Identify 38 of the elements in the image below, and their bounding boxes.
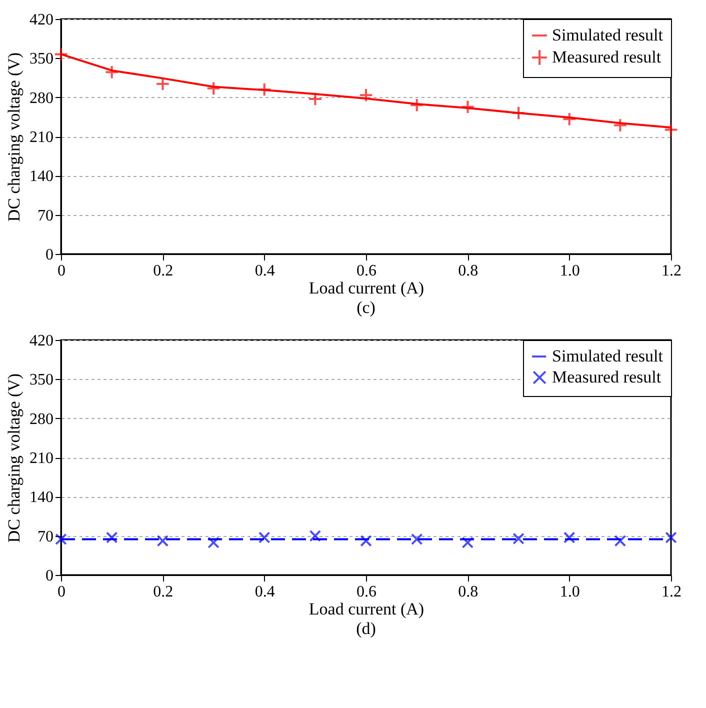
y-tick-label: 350 xyxy=(30,372,54,389)
x-tick-label: 1.0 xyxy=(560,584,580,600)
y-tick-label: 140 xyxy=(30,168,54,186)
x-tick-label: 0.8 xyxy=(458,262,478,280)
y-tick-label: 140 xyxy=(30,489,54,506)
x-axis-title: Load current (A) xyxy=(308,600,424,618)
x-tick-label: 1.2 xyxy=(662,584,682,600)
y-tick-label: 420 xyxy=(30,332,54,350)
x-tick-label: 0.2 xyxy=(153,584,174,600)
text: (c) xyxy=(356,298,376,317)
y-tick-label: 350 xyxy=(30,50,54,68)
x-tick-label: 0 xyxy=(58,262,66,280)
legend-label: Measured result xyxy=(552,368,662,386)
legend-label: Simulated result xyxy=(552,26,664,44)
y-tick-label: 280 xyxy=(30,410,54,428)
x-tick-label: 0.8 xyxy=(458,584,478,600)
y-tick-label: 0 xyxy=(46,568,54,584)
x-tick-label: 0.4 xyxy=(254,262,275,280)
x-axis-title: Load current (A) xyxy=(308,278,424,298)
x-tick-label: 1.0 xyxy=(560,262,580,280)
y-tick-label: 0 xyxy=(46,246,54,264)
y-axis-title: DC charging voltage (V) xyxy=(4,373,24,543)
x-tick-label: 1.2 xyxy=(662,262,682,280)
x-tick-label: 0.2 xyxy=(153,262,174,280)
text: (d) xyxy=(356,619,376,638)
x-tick-label: 0 xyxy=(58,584,66,600)
y-axis-title: DC charging voltage (V) xyxy=(4,52,24,222)
y-tick-label: 210 xyxy=(30,129,54,146)
legend-label: Simulated result xyxy=(552,346,664,366)
x-tick-label: 0.6 xyxy=(356,584,376,600)
y-tick-label: 70 xyxy=(38,528,54,546)
y-tick-label: 70 xyxy=(38,207,54,224)
y-tick-label: 210 xyxy=(30,450,54,467)
y-tick-label: 420 xyxy=(30,12,54,28)
y-tick-label: 280 xyxy=(30,90,54,107)
legend-label: Measured result xyxy=(552,48,662,66)
x-tick-label: 0.6 xyxy=(356,262,376,280)
x-tick-label: 0.4 xyxy=(254,584,275,600)
